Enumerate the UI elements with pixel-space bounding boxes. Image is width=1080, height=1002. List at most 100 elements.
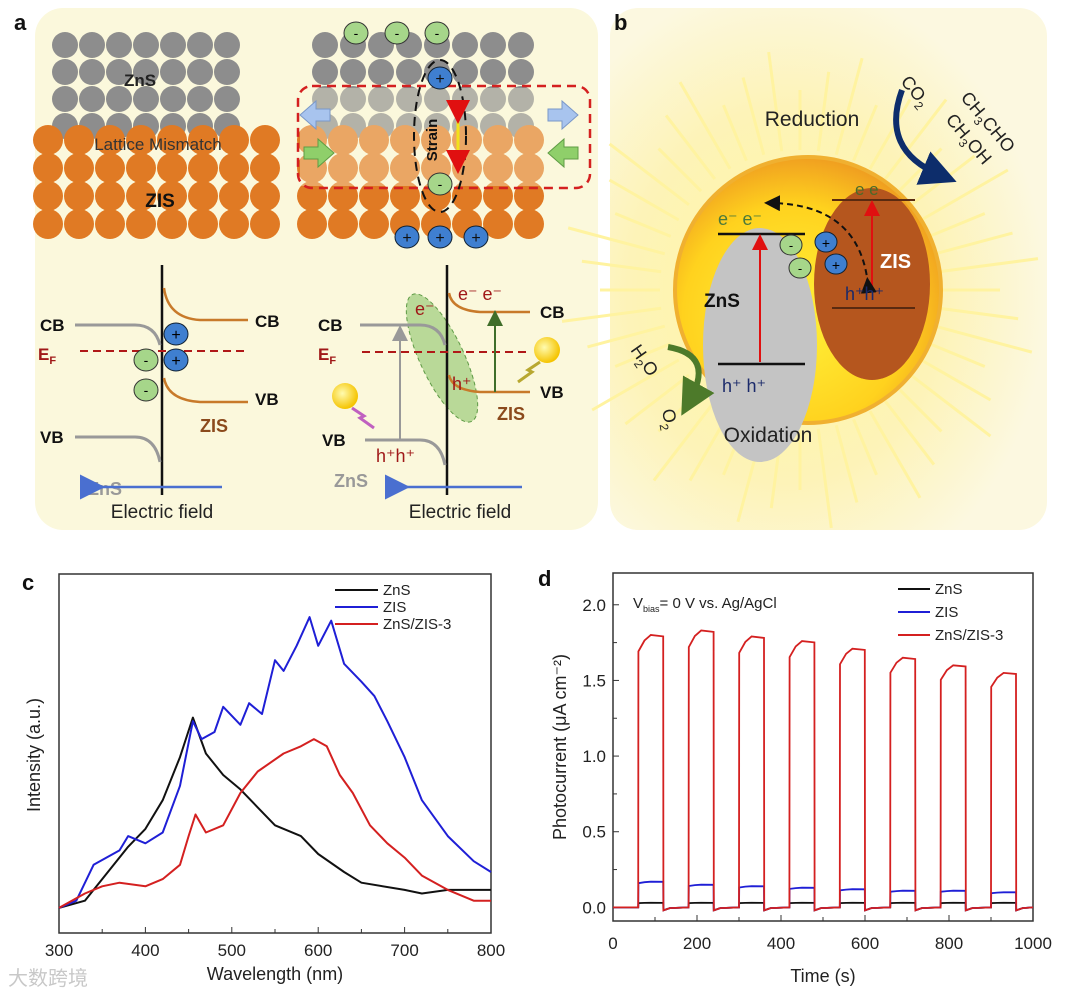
lattice-mismatch-label: Lattice Mismatch — [94, 135, 222, 154]
vb-label: VB — [322, 431, 346, 450]
sun-ray — [581, 259, 662, 274]
sun-ray — [657, 147, 703, 193]
zns-band-label: ZnS — [334, 471, 368, 491]
y-axis-label: Photocurrent (μA cm⁻²) — [550, 654, 570, 840]
y-tick-label: 1.5 — [582, 671, 606, 690]
panel-d-label: d — [538, 566, 551, 591]
atom — [421, 125, 451, 155]
atom — [52, 86, 78, 112]
svg-text:+: + — [171, 353, 180, 370]
atom — [340, 86, 366, 112]
x-axis-label: Time (s) — [790, 966, 855, 986]
atom — [187, 32, 213, 58]
series-line-zns — [58, 716, 491, 909]
atom — [312, 86, 338, 112]
atom — [106, 32, 132, 58]
atom — [52, 59, 78, 85]
atom — [187, 59, 213, 85]
zis-cb-line — [447, 292, 530, 314]
atom — [33, 181, 63, 211]
oxidation-arrow-icon — [667, 344, 715, 416]
electric-field-label: Electric field — [111, 502, 213, 523]
svg-text:-: - — [789, 238, 793, 253]
fermi-level-label: EF — [38, 345, 56, 367]
cb-label: CB — [318, 316, 343, 335]
atom — [312, 32, 338, 58]
x-axis-label: Wavelength (nm) — [207, 964, 343, 984]
holes-label: h⁺h⁺ — [376, 446, 415, 466]
sun-ray — [608, 142, 690, 206]
positive-charge: + — [394, 225, 420, 249]
sun-ray — [816, 428, 833, 529]
atom — [95, 209, 125, 239]
svg-text:-: - — [144, 352, 149, 368]
positive-charge: + — [163, 322, 189, 346]
charges-right-lattice: - - - + - + + + — [343, 21, 489, 249]
right-expand-arrow-icon — [547, 99, 579, 131]
zis-band-label: ZIS — [497, 404, 525, 424]
svg-text:+: + — [402, 230, 411, 247]
atom — [188, 181, 218, 211]
sun-ray — [678, 81, 732, 170]
zns-vb-line — [75, 435, 162, 463]
atom — [64, 209, 94, 239]
svg-text:+: + — [435, 230, 444, 247]
right-compress-arrow-icon — [547, 137, 579, 169]
atom — [187, 86, 213, 112]
sun-ray — [816, 71, 831, 152]
atom — [480, 59, 506, 85]
svg-text:+: + — [435, 71, 444, 88]
vb-label: VB — [540, 383, 564, 402]
atom — [452, 59, 478, 85]
legend-label: ZIS — [935, 604, 958, 621]
sun-ray — [834, 424, 859, 503]
atom — [126, 209, 156, 239]
zis-vb-line — [162, 377, 248, 404]
x-tick-label: 400 — [767, 934, 795, 953]
vb-label: VB — [40, 428, 64, 447]
atom — [95, 125, 125, 155]
zis-vb-line — [447, 374, 530, 394]
atom — [390, 125, 420, 155]
light-source-icon — [534, 337, 560, 363]
y-tick-label: 2.0 — [582, 596, 606, 615]
atom — [157, 153, 187, 183]
cb-label: CB — [40, 316, 65, 335]
oxygen-label: O2 — [654, 407, 681, 432]
sun-ray — [934, 231, 1013, 256]
positive-charge: + — [463, 225, 489, 249]
y-tick-label: 1.0 — [582, 747, 606, 766]
atom — [188, 153, 218, 183]
x-tick-label: 800 — [935, 934, 963, 953]
atom — [480, 32, 506, 58]
electrons-label: e⁻ e⁻ — [458, 284, 502, 304]
x-tick-label: 700 — [390, 941, 418, 960]
atom — [188, 125, 218, 155]
negative-charge: - — [427, 172, 453, 196]
sun-ray — [884, 98, 948, 180]
atom — [214, 59, 240, 85]
panel-a: a ZnS Lattice Mismatch ZIS Strain - - - … — [14, 8, 598, 530]
atom — [480, 86, 506, 112]
atom — [359, 125, 389, 155]
atom — [79, 86, 105, 112]
lightning-icon — [351, 406, 375, 430]
positive-charge: + — [427, 225, 453, 249]
bias-annotation: Vbias= 0 V vs. Ag/AgCl — [633, 595, 777, 614]
atom — [106, 59, 132, 85]
legend-label: ZIS — [383, 599, 406, 616]
chart-c-pl-spectra: c 300 400 500 600 700 800 Wavelength (nm) Inten… — [22, 570, 505, 984]
y-tick-label: 0.5 — [582, 823, 606, 842]
atom — [188, 209, 218, 239]
left-expand-arrow-icon — [299, 99, 331, 131]
atom — [390, 153, 420, 183]
sun-ray — [722, 104, 748, 162]
band-diagram-left: CB EF VB CB VB ZIS ZnS + + - - Electric … — [38, 265, 280, 523]
atom — [508, 32, 534, 58]
atom — [33, 209, 63, 239]
svg-text:-: - — [798, 261, 802, 276]
x-tick-label: 300 — [45, 941, 73, 960]
reduction-label: Reduction — [765, 108, 860, 131]
atom — [250, 153, 280, 183]
